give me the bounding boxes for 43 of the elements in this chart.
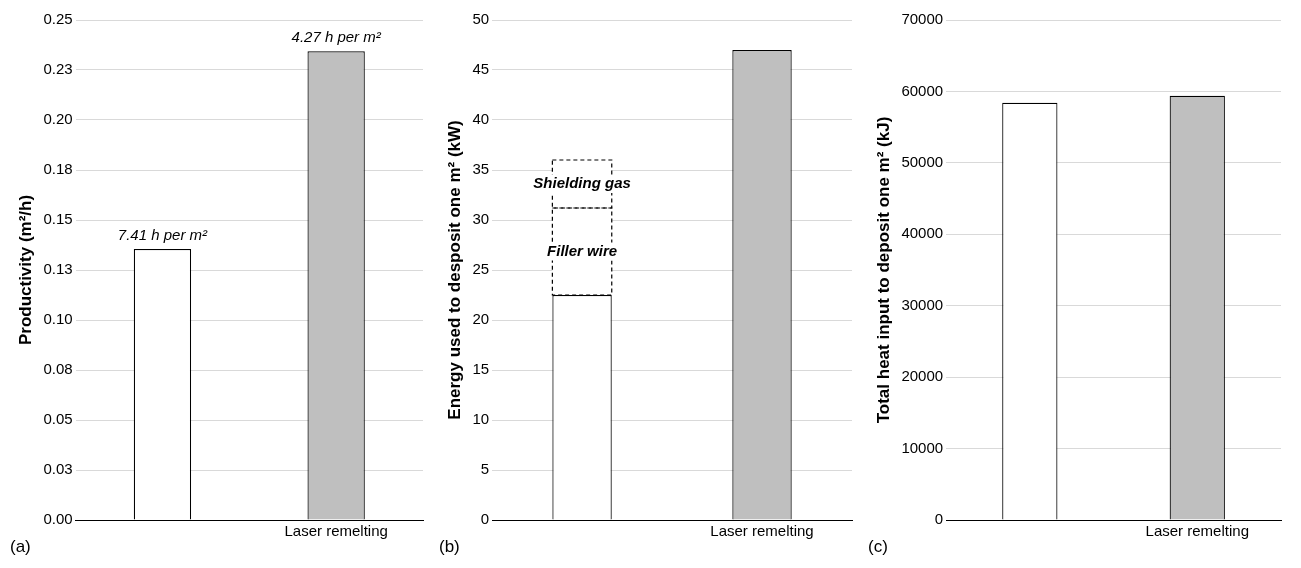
y-tick-label: 0: [480, 510, 490, 528]
y-tick-label: 70000: [901, 10, 944, 28]
y-tick-label: 0.13: [43, 260, 73, 278]
y-tick-label: 50000: [901, 153, 944, 170]
x-tick-label: Laser remelting: [284, 522, 388, 540]
series-label: Filler wire: [547, 241, 618, 259]
series-label: Shielding gas: [533, 174, 631, 192]
y-tick-label: 25: [472, 260, 490, 278]
text: (b): [439, 537, 460, 557]
x-tick-label: Laser remelting: [710, 522, 814, 540]
y-tick-label: 0.03: [43, 460, 73, 478]
y-tick-label: 0.05: [43, 410, 73, 428]
y-axis-title: Productivity (m²/h): [15, 194, 35, 346]
y-tick-label: 0.10: [43, 310, 73, 328]
y-tick-label: 0.08: [43, 360, 73, 378]
y-tick-label: 0.18: [43, 160, 73, 178]
y-tick-label: 10000: [901, 438, 944, 456]
y-tick-label: 0.15: [43, 210, 73, 228]
y-tick-label: 0.23: [43, 60, 73, 78]
y-axis-title: Total heat input to deposit one m² (kJ): [873, 116, 893, 424]
y-tick-label: 0.25: [43, 10, 73, 28]
y-tick-label: 20000: [901, 367, 944, 385]
y-tick-label: 20: [472, 310, 490, 328]
y-axis-title: Energy used to desposit one m² (kW): [444, 120, 464, 420]
y-tick-label: 0: [934, 510, 944, 528]
y-tick-label: 40000: [901, 224, 944, 242]
y-tick-label: 50: [472, 10, 490, 28]
y-tick-label: 60000: [901, 81, 944, 99]
y-tick-label: 10: [472, 410, 490, 428]
y-tick-label: 0.20: [43, 110, 73, 128]
annotation: 4.27 h per m²: [291, 27, 382, 45]
x-tick-label: Laser remelting: [1145, 522, 1249, 540]
y-tick-label: 30000: [901, 295, 944, 313]
y-tick-label: 0.00: [43, 510, 73, 528]
y-tick-label: 15: [472, 360, 490, 378]
y-tick-label: 30: [472, 210, 490, 228]
annotation: 7.41 h per m²: [117, 225, 209, 243]
text: (a): [10, 537, 31, 557]
y-tick-label: 5: [480, 460, 490, 478]
y-tick-label: 45: [472, 60, 490, 78]
y-tick-label: 40: [472, 110, 490, 128]
text: (c): [868, 537, 888, 557]
y-tick-label: 35: [472, 160, 490, 178]
